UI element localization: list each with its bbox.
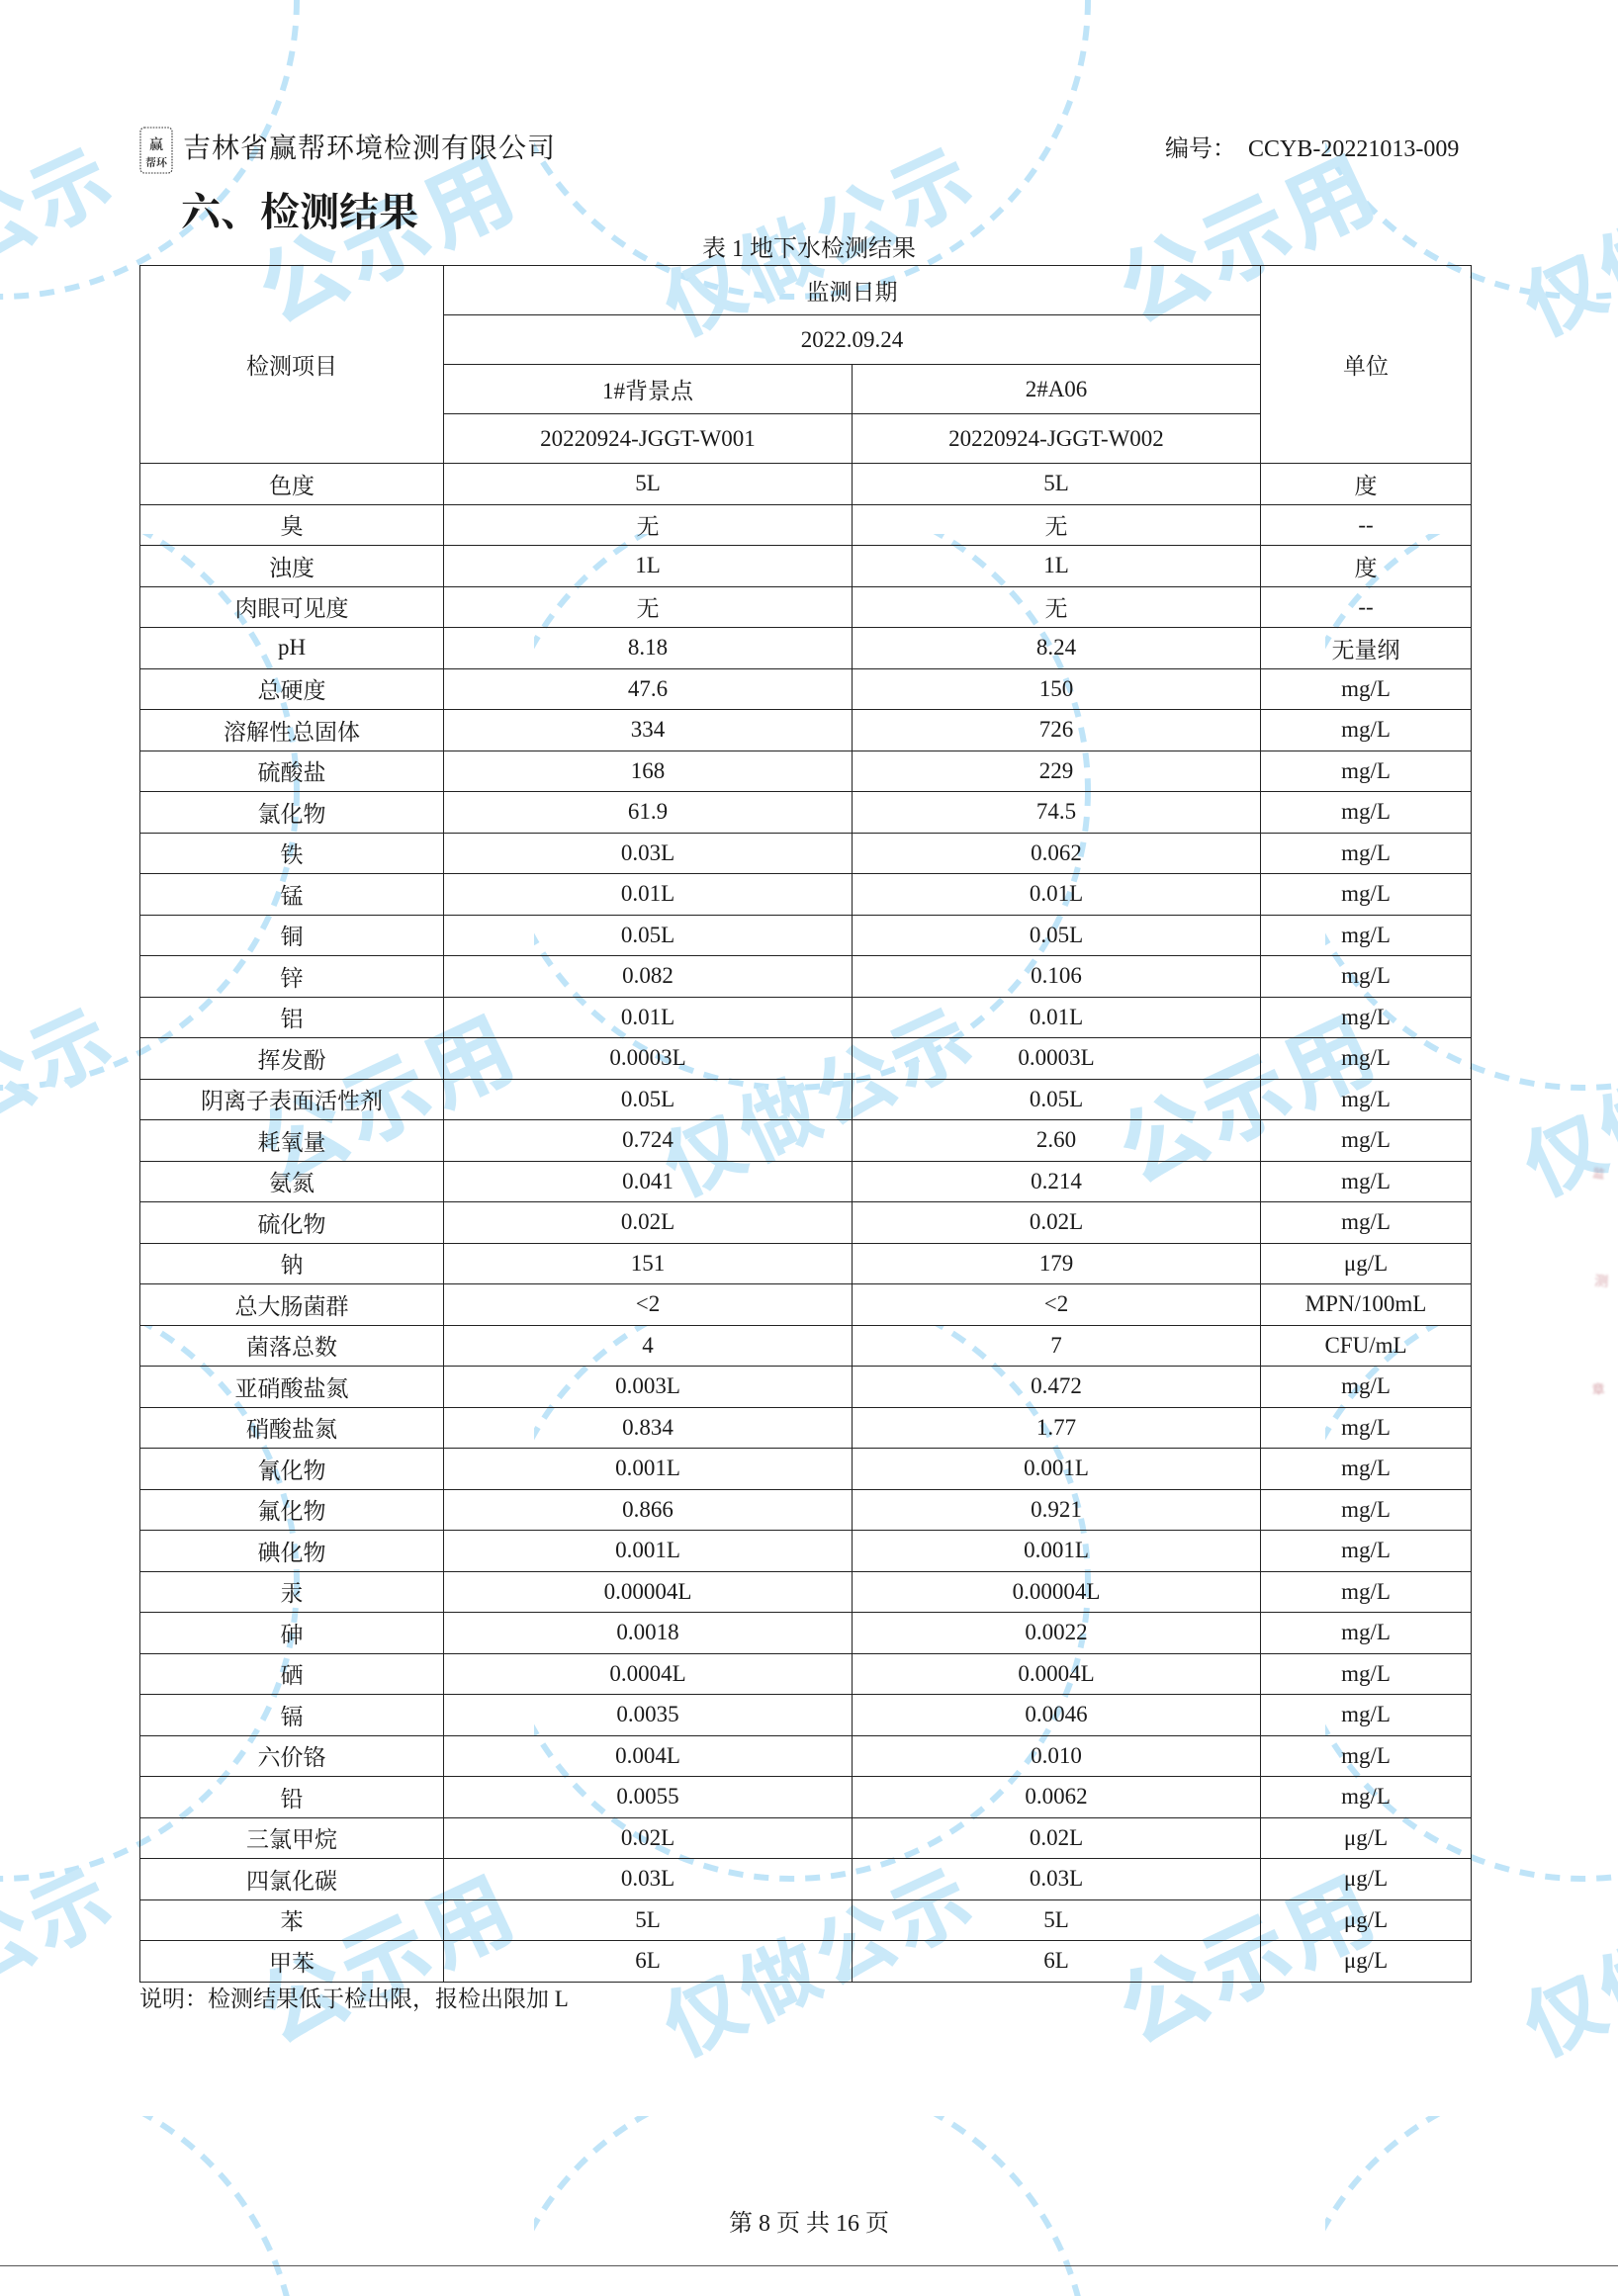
svg-text:赢: 赢 [149,134,163,154]
svg-text:监: 监 [1591,1164,1605,1183]
svg-text:帮环: 帮环 [145,154,168,170]
svg-text:章: 章 [1591,1378,1605,1398]
svg-text:测: 测 [1594,1271,1609,1291]
